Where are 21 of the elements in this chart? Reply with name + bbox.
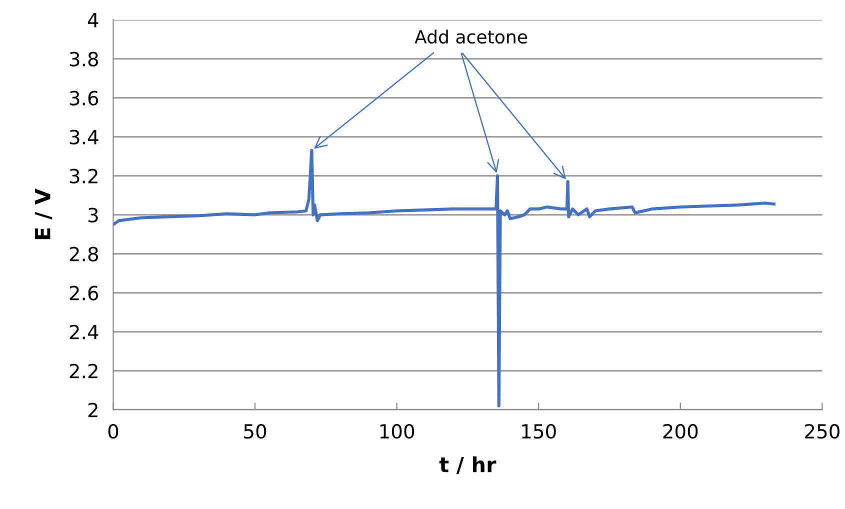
line-series bbox=[113, 148, 776, 408]
y-tick-label: 3.4 bbox=[70, 130, 98, 144]
x-tick-label: 200 bbox=[663, 424, 698, 439]
y-tick-label: 2 bbox=[88, 402, 98, 418]
y-tick-label: 2.4 bbox=[70, 324, 98, 340]
annotation: Add acetone bbox=[414, 30, 528, 44]
x-tick-label: 50 bbox=[244, 424, 266, 439]
x-tick-label: 250 bbox=[805, 424, 840, 439]
x-tick-label: 0 bbox=[108, 424, 118, 439]
x-tick-label: 100 bbox=[380, 424, 414, 439]
y-tick-label: 3 bbox=[88, 208, 98, 222]
y-tick-label: 2.6 bbox=[70, 286, 98, 300]
y-tick-label: 3.2 bbox=[70, 168, 98, 184]
x-tick-label: 150 bbox=[522, 424, 556, 439]
y-tick-label: 3.8 bbox=[70, 52, 98, 67]
y-axis-title: E / V bbox=[35, 188, 52, 240]
y-tick-label: 3.6 bbox=[70, 90, 98, 106]
y-tick-label: 4 bbox=[88, 13, 98, 28]
y-tick-label: 2.2 bbox=[70, 364, 98, 378]
x-axis-title: t / hr bbox=[439, 456, 496, 474]
y-tick-label: 2.8 bbox=[70, 246, 98, 262]
